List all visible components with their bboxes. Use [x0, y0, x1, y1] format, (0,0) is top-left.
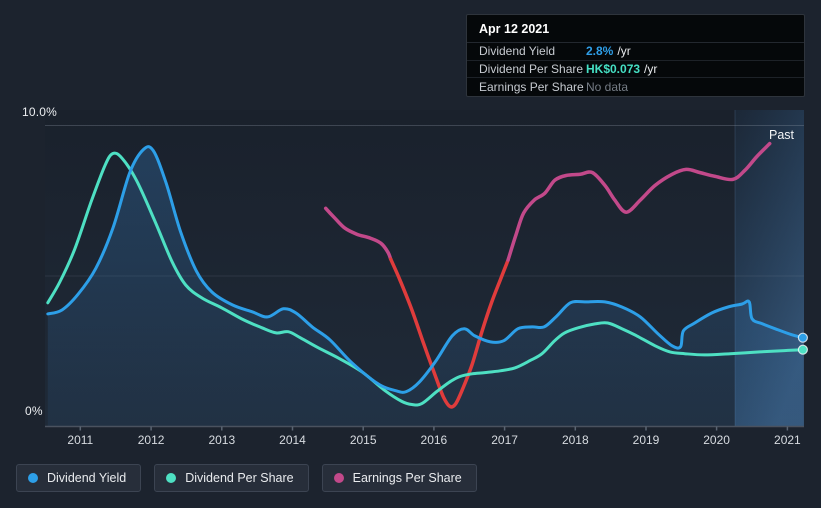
legend-chip-dividend-per-share[interactable]: Dividend Per Share — [154, 464, 309, 492]
tooltip-label: Dividend Per Share — [479, 61, 584, 76]
tooltip-row-earnings-per-share: Earnings Per Share No data — [467, 78, 804, 96]
x-axis-label-2012: 2012 — [137, 433, 165, 447]
tooltip-unit: /yr — [644, 61, 658, 76]
y-axis-min-label: 0% — [25, 404, 43, 418]
legend-label: Dividend Yield — [47, 471, 127, 485]
dividend-yield-line — [46, 145, 805, 394]
tooltip-label: Earnings Per Share — [479, 79, 584, 94]
tooltip-date: Apr 12 2021 — [467, 15, 804, 43]
legend-chip-earnings-per-share[interactable]: Earnings Per Share — [321, 464, 477, 492]
tooltip-unit: /yr — [617, 44, 631, 59]
tooltip: Apr 12 2021 Dividend Yield 2.8% /yr Divi… — [466, 14, 805, 97]
x-axis-label-2017: 2017 — [491, 433, 518, 447]
earnings-per-share-line-seg2 — [506, 141, 772, 262]
earnings-per-share-line-seg0 — [323, 206, 393, 261]
legend-chip-dividend-yield[interactable]: Dividend Yield — [16, 464, 142, 492]
legend-label: Dividend Per Share — [185, 471, 294, 485]
x-axis-label-2020: 2020 — [703, 433, 730, 447]
earnings-per-share-line-seg1 — [388, 257, 510, 409]
x-axis-label-2013: 2013 — [208, 433, 236, 447]
dividend-per-share-dot-icon — [166, 473, 177, 483]
dividend-yield-end-dot[interactable] — [797, 332, 809, 343]
dividend-per-share-line — [46, 151, 805, 407]
dividend-per-share-end-dot[interactable] — [797, 344, 809, 355]
x-axis-label-2016: 2016 — [420, 433, 448, 447]
dividend-yield-dot-icon — [28, 473, 38, 483]
tooltip-value: 2.8% — [586, 44, 614, 59]
x-axis-label-2011: 2011 — [67, 433, 94, 447]
earnings-per-share-dot-icon — [333, 473, 344, 483]
x-axis: 2011 2012 2013 2014 2015 2016 2017 2018 2019 2020… — [0, 433, 821, 449]
legend: Dividend Yield Dividend Per Share Earnin… — [16, 464, 477, 492]
x-axis-label-2015: 2015 — [349, 433, 377, 447]
legend-label: Earnings Per Share — [352, 471, 462, 485]
tooltip-row-dividend-per-share: Dividend Per Share HK$0.073 /yr — [467, 61, 804, 78]
y-axis-max-label: 10.0% — [22, 105, 58, 119]
tooltip-row-dividend-yield: Dividend Yield 2.8% /yr — [467, 43, 804, 61]
tooltip-value: HK$0.073 — [586, 61, 641, 76]
past-label: Past — [769, 128, 795, 142]
dividend-yield-area — [47, 146, 803, 427]
tooltip-value: No data — [586, 79, 629, 94]
x-axis-label-2018: 2018 — [561, 433, 589, 447]
x-axis-label-2014: 2014 — [279, 433, 306, 447]
x-axis-label-2019: 2019 — [632, 433, 660, 447]
tooltip-label: Dividend Yield — [479, 44, 556, 59]
x-axis-label-2021: 2021 — [774, 433, 801, 447]
